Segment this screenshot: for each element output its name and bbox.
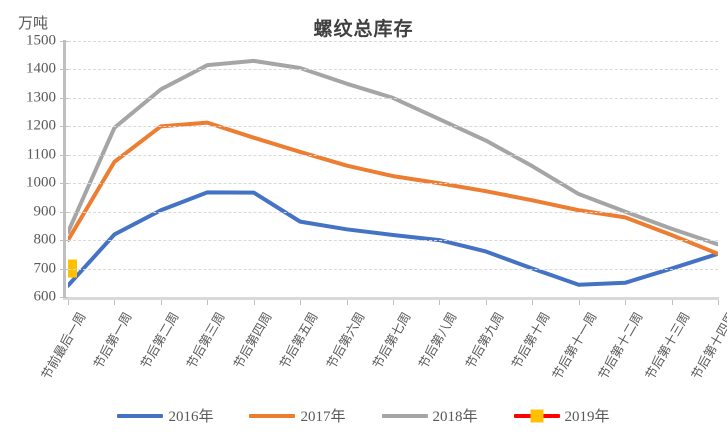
legend-item-2017年[interactable]: 2017年: [249, 405, 346, 426]
legend-swatch-icon: [381, 413, 428, 418]
gridline: [68, 211, 718, 213]
y-axis-tick-label: 1000: [26, 174, 56, 191]
gridline: [68, 69, 718, 71]
legend-label: 2018年: [432, 409, 478, 425]
y-axis-tick: [60, 97, 68, 99]
chart-title: 螺纹总库存: [313, 19, 414, 40]
y-axis-tick-label: 1500: [26, 32, 56, 49]
x-axis-line: [63, 297, 719, 300]
series-layer: [68, 58, 718, 288]
gridline: [68, 268, 718, 270]
y-axis-tick-label: 600: [33, 288, 57, 305]
x-axis-tick-label: 节后第四周: [230, 310, 275, 372]
y-axis-tick: [60, 126, 68, 128]
x-axis-tick: [532, 300, 534, 305]
x-axis-tick: [114, 300, 116, 305]
y-axis-tick-label: 800: [33, 231, 57, 248]
series-line-2016年: [68, 190, 718, 288]
y-axis-tick-label: 1100: [26, 146, 56, 163]
x-axis-tick: [160, 300, 162, 305]
x-axis-tick-label: 节后第一周: [91, 310, 136, 372]
legend-item-2016年[interactable]: 2016年: [117, 405, 213, 426]
x-axis-tick: [718, 300, 719, 305]
x-axis-tick: [393, 300, 394, 305]
x-axis-tick-label: 节后第五周: [277, 310, 321, 372]
series-line-2017年: [68, 120, 718, 256]
y-axis-line: [63, 40, 66, 298]
x-axis-tick: [439, 300, 441, 305]
x-axis-tick: [671, 300, 673, 305]
y-axis-tick-label: 1400: [26, 60, 56, 77]
chart-legend: 2016年 2017年 2018年 2019年: [0, 405, 727, 426]
x-axis-tick: [346, 300, 348, 305]
x-axis-tick: [300, 300, 302, 305]
x-axis-tick-label: 节后第六周: [323, 310, 368, 372]
y-axis-tick: [60, 183, 68, 185]
y-axis-tick: [60, 69, 68, 71]
y-axis-tick-label: 900: [33, 203, 57, 220]
y-axis-tick-label: 1200: [26, 117, 56, 134]
legend-label: 2016年: [168, 409, 214, 425]
x-axis-tick-label: 节后第十周: [509, 310, 553, 372]
x-axis-tick-label: 节后第九周: [463, 310, 507, 372]
gridline: [68, 183, 718, 185]
x-axis-tick-label: 节后第七周: [370, 310, 414, 372]
y-axis-tick: [60, 41, 68, 42]
plot-area: [68, 41, 718, 298]
x-axis-tick: [253, 300, 255, 305]
y-axis-title: 万吨: [18, 16, 49, 32]
y-axis-tick-label: 700: [33, 260, 57, 277]
x-axis-tick-label: 节后第八周: [416, 310, 461, 372]
gridline: [68, 240, 718, 242]
legend-item-2019年[interactable]: 2019年: [513, 405, 610, 426]
legend-swatch-icon: [513, 413, 560, 418]
x-axis-tick: [578, 300, 580, 305]
legend-swatch-icon: [117, 413, 164, 418]
gridline: [68, 126, 718, 128]
x-axis-tick-label: 节后第二周: [138, 310, 182, 372]
x-axis-tick: [68, 300, 69, 305]
y-axis-tick: [60, 240, 68, 242]
y-axis-tick: [60, 211, 68, 213]
y-axis-tick: [60, 268, 68, 270]
gridline: [68, 297, 718, 298]
x-axis-tick-label: 节后第三周: [184, 310, 228, 372]
y-axis-labels: 1500 1400 1300 1200 1100 1000 900 800 700 600: [0, 0, 56, 444]
y-axis-tick: [60, 154, 68, 156]
gridline: [68, 41, 718, 42]
legend-swatch-icon: [249, 413, 296, 418]
y-axis-tick: [60, 297, 68, 298]
x-axis-tick: [625, 300, 627, 305]
y-axis-tick-label: 1300: [26, 89, 56, 106]
x-axis-tick-label: 节后第十二周: [596, 310, 646, 382]
gridline: [68, 97, 718, 99]
legend-label: 2017年: [300, 409, 346, 425]
legend-label: 2019年: [564, 409, 610, 425]
x-axis-tick: [207, 300, 209, 305]
legend-item-2018年[interactable]: 2018年: [381, 405, 478, 426]
x-axis-tick: [485, 300, 487, 305]
gridline: [68, 154, 718, 156]
